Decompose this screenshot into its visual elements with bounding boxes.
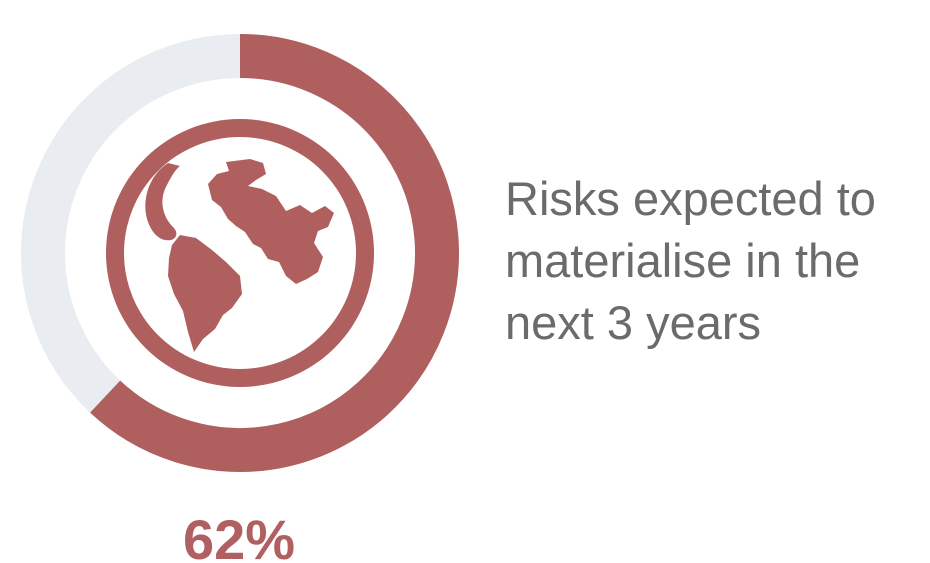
chart-description: Risks expected to materialise in the nex… bbox=[505, 168, 925, 354]
description-line-3: next 3 years bbox=[505, 296, 762, 349]
percentage-label: 62% bbox=[182, 508, 296, 563]
globe-icon bbox=[106, 119, 374, 387]
donut-chart bbox=[21, 34, 459, 472]
donut-value-arc bbox=[90, 34, 459, 472]
description-line-2: materialise in the bbox=[505, 234, 861, 287]
description-line-1: Risks expected to bbox=[505, 172, 876, 225]
